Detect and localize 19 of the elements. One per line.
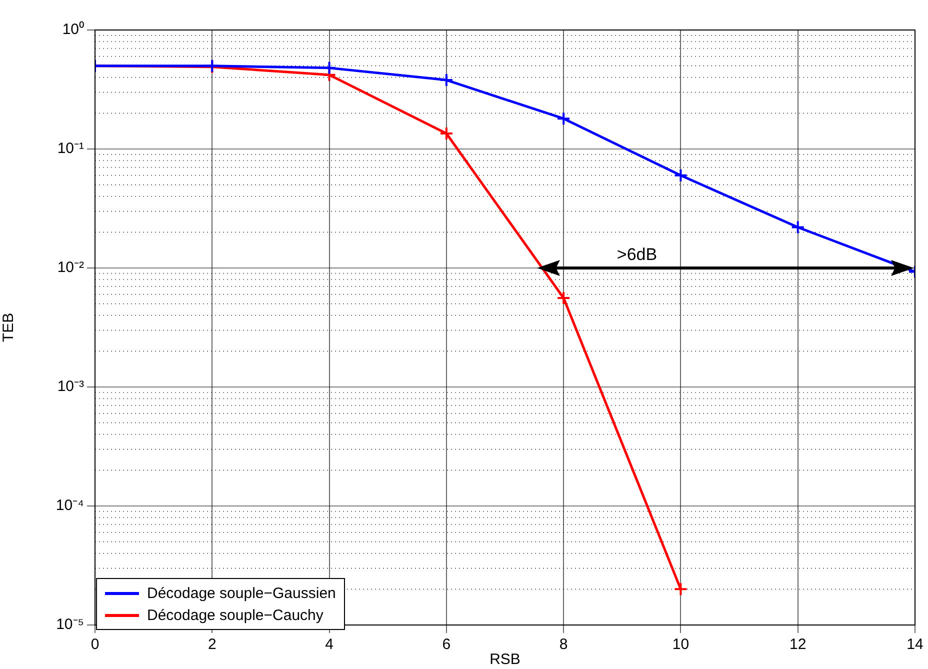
y-tick-label: 10⁻²	[57, 259, 84, 276]
legend-label: Décodage souple−Cauchy	[146, 606, 324, 626]
x-tick-label: 4	[325, 636, 334, 654]
x-tick-label: 14	[906, 636, 924, 654]
x-tick-label: 10	[672, 636, 690, 654]
x-tick-label: 0	[90, 636, 100, 654]
x-tick-label: 8	[559, 636, 568, 654]
x-axis-title: RSB	[490, 651, 520, 668]
x-tick-label: 6	[442, 636, 451, 654]
x-tick-label: 2	[208, 636, 216, 654]
y-tick-label: 10⁻⁴	[56, 497, 84, 514]
y-tick-label: 10⁻¹	[57, 140, 84, 158]
y-tick-label: 10⁻³	[57, 378, 84, 396]
y-axis-title: TEB	[0, 312, 18, 342]
legend-label: Décodage souple−Gaussien	[146, 584, 336, 604]
y-tick-label: 10⁻⁵	[56, 616, 84, 634]
x-tick-label: 12	[790, 636, 806, 654]
y-tick-label: 10⁰	[62, 21, 84, 38]
annotation: >6dB	[616, 245, 658, 264]
